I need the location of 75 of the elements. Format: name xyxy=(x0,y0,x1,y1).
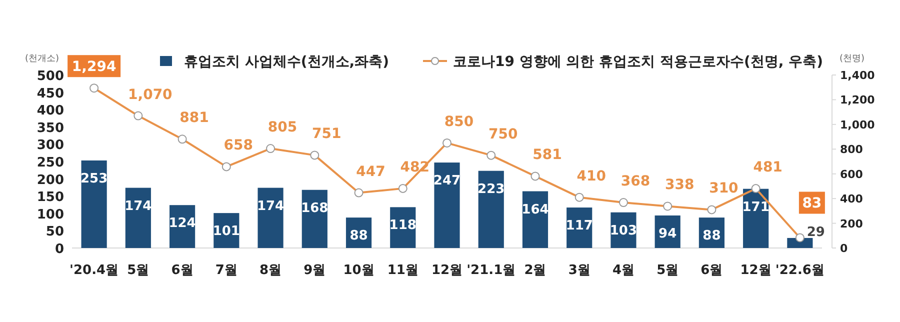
bar xyxy=(478,170,504,248)
y2-tick-label: 600 xyxy=(840,168,864,181)
data-label: 410 xyxy=(576,168,606,184)
x-tick-label: 8월 xyxy=(260,263,282,278)
y2-tick-label: 1,200 xyxy=(840,94,876,107)
data-label: 481 xyxy=(753,160,782,176)
y2-tick-label: 800 xyxy=(840,143,864,156)
bar xyxy=(125,188,151,248)
x-tick-label: 10월 xyxy=(343,263,374,278)
data-label: 805 xyxy=(268,120,298,136)
data-label: 117 xyxy=(566,218,593,234)
data-label: 94 xyxy=(658,226,677,242)
y-tick-label: 350 xyxy=(36,120,64,136)
data-label: 881 xyxy=(180,110,209,126)
x-tick-label: 11월 xyxy=(387,263,418,278)
x-tick-label: 4월 xyxy=(612,263,634,278)
x-tick-label: 5월 xyxy=(127,263,150,278)
data-label: 29 xyxy=(806,224,825,240)
x-tick-label: 7월 xyxy=(215,263,238,278)
x-tick-label: '20.4월 xyxy=(70,263,119,278)
data-label: 447 xyxy=(356,164,386,180)
data-label: 1,294 xyxy=(72,59,116,76)
data-label: 103 xyxy=(610,223,638,238)
y-tick-label: 250 xyxy=(36,156,64,170)
data-label: 310 xyxy=(709,180,739,197)
y2-tick-label: 1,400 xyxy=(840,69,876,82)
legend-label: 휴업조치 사업체수(천개소,좌축) xyxy=(184,54,389,70)
x-tick-label: 3월 xyxy=(568,263,590,278)
y-tick-label: 400 xyxy=(36,104,64,119)
data-label: 168 xyxy=(301,200,328,216)
y-tick-label: 50 xyxy=(46,224,64,240)
x-tick-label: '21.1월 xyxy=(466,263,516,278)
x-tick-label: 12월 xyxy=(740,263,772,278)
data-label: 101 xyxy=(212,224,240,240)
y-tick-label: 200 xyxy=(36,172,64,188)
bar xyxy=(434,162,460,248)
y-tick-label: 450 xyxy=(36,86,64,102)
data-label: 171 xyxy=(742,200,770,215)
data-label: 751 xyxy=(312,126,342,142)
y-tick-label: 0 xyxy=(54,242,64,257)
data-label: 83 xyxy=(802,196,822,212)
y2-tick-label: 1,000 xyxy=(840,118,876,132)
data-label: 223 xyxy=(478,182,505,197)
data-label: 1,070 xyxy=(128,86,173,103)
x-tick-label: 2월 xyxy=(524,263,546,278)
y-tick-label: 150 xyxy=(36,190,64,206)
data-label: 88 xyxy=(350,228,368,244)
data-label: 174 xyxy=(256,198,284,214)
legend-label: 코로나19 영향에 의한 휴업조치 적용근로자수(천명, 우축) xyxy=(453,54,823,70)
x-tick-label: 6월 xyxy=(171,263,194,278)
x-tick-label: 9월 xyxy=(304,263,326,278)
data-label: 658 xyxy=(224,138,254,154)
y2-tick-label: 0 xyxy=(840,242,848,255)
data-label: 750 xyxy=(488,126,518,142)
y2-tick-label: 200 xyxy=(840,217,864,230)
bar xyxy=(258,188,284,248)
y-tick-label: 300 xyxy=(36,138,64,154)
data-label: 174 xyxy=(124,198,152,214)
y2-axis-title: (천명) xyxy=(839,54,865,64)
y-axis-title: (천개소) xyxy=(24,54,60,64)
data-label: 338 xyxy=(664,177,694,194)
y-tick-label: 100 xyxy=(36,207,64,222)
x-tick-label: 12월 xyxy=(431,263,463,278)
data-label: 368 xyxy=(620,174,650,190)
data-label: 88 xyxy=(702,228,721,244)
data-label: 850 xyxy=(444,114,474,130)
x-tick-label: 5월 xyxy=(656,263,679,278)
x-tick-label: '22.6월 xyxy=(775,263,824,278)
bar xyxy=(81,160,107,248)
y-tick-label: 500 xyxy=(36,69,64,84)
data-label: 581 xyxy=(532,147,562,164)
data-label: 247 xyxy=(433,174,461,189)
y2-tick-label: 400 xyxy=(840,192,864,206)
data-label: 253 xyxy=(80,171,108,186)
x-tick-label: 6월 xyxy=(700,263,723,278)
